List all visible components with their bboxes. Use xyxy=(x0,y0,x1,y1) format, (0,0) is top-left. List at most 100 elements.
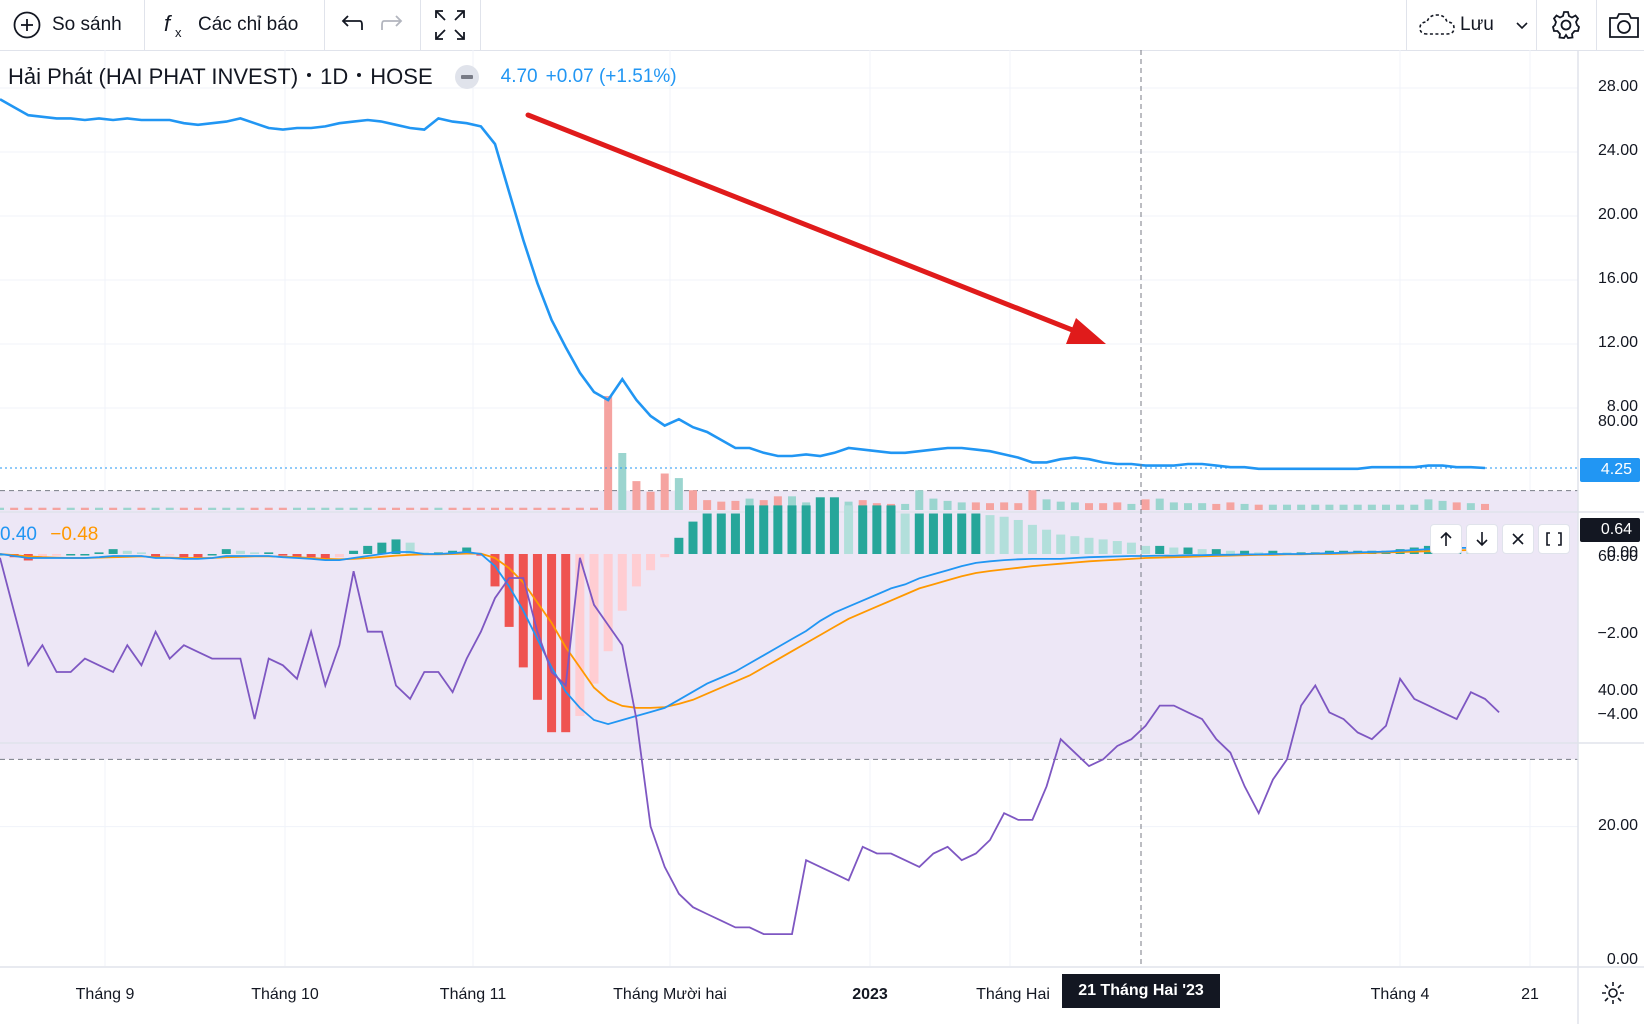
move-pane-down-button[interactable] xyxy=(1466,524,1498,554)
volume-bar xyxy=(1070,502,1079,510)
separator-dot xyxy=(307,73,312,77)
toolbar-divider xyxy=(1406,0,1407,50)
macd-histogram-bar xyxy=(1240,550,1250,554)
volume-bar xyxy=(1268,504,1277,510)
macd-histogram-bar xyxy=(716,513,726,554)
macd-histogram-bar xyxy=(688,521,698,554)
volume-bar xyxy=(1311,504,1320,510)
macd-histogram-bar xyxy=(1141,545,1151,554)
volume-bar xyxy=(1000,502,1009,510)
macd-histogram-bar xyxy=(264,552,274,554)
macd-histogram-bar xyxy=(165,554,175,556)
indicators-label: Các chỉ báo xyxy=(198,14,299,35)
macd-histogram-bar xyxy=(1197,549,1207,554)
volume-bar xyxy=(321,507,330,510)
separator-dot xyxy=(357,73,362,77)
volume-bar xyxy=(1240,503,1249,510)
price-axis-tick-label: 24.00 xyxy=(1597,142,1638,159)
macd-histogram-bar xyxy=(1211,549,1221,554)
macd-histogram-bar xyxy=(193,554,203,558)
indicators-button[interactable]: f x Các chỉ báo xyxy=(162,0,298,50)
compare-button[interactable]: So sánh xyxy=(12,0,122,50)
volume-bar xyxy=(1042,499,1051,510)
collapse-legend-icon[interactable] xyxy=(454,65,479,89)
volume-bar xyxy=(476,507,485,510)
macd-histogram-bar xyxy=(900,513,910,554)
price-axis-tick-label: 8.00 xyxy=(1606,398,1638,415)
volume-bar xyxy=(434,507,443,510)
rsi-axis-tick-label: 60.00 xyxy=(1597,547,1638,565)
volume-bar xyxy=(1297,504,1306,510)
macd-histogram-bar xyxy=(660,554,670,558)
volume-bar xyxy=(406,507,415,510)
macd-histogram-bar xyxy=(292,554,302,558)
macd-histogram-bar xyxy=(405,542,415,554)
macd-histogram-bar xyxy=(858,505,868,554)
pane-borders xyxy=(0,50,1644,1024)
volume-bar xyxy=(109,507,118,510)
undo-button[interactable] xyxy=(338,0,364,50)
close-pane-button[interactable] xyxy=(1502,524,1534,554)
macd-histogram-bar xyxy=(37,554,47,558)
price-change: +0.07 (+1.51%) xyxy=(545,66,677,87)
annotation-arrow[interactable] xyxy=(525,112,1106,344)
maximize-pane-button[interactable] xyxy=(1538,524,1570,554)
redo-button[interactable] xyxy=(380,0,406,50)
volume-bar xyxy=(491,507,499,510)
volume-bar xyxy=(151,507,160,510)
volume-bar xyxy=(1113,502,1122,510)
volume-bar xyxy=(1283,504,1291,510)
volume-bar xyxy=(1127,503,1136,510)
macd-histogram-bar xyxy=(1268,550,1278,554)
volume-bar xyxy=(505,507,514,510)
rsi-axis-tick-label: 20.00 xyxy=(1597,816,1638,834)
macd-histogram-bar xyxy=(363,545,373,554)
volume-bar xyxy=(1056,501,1065,510)
settings-button[interactable] xyxy=(1550,0,1582,50)
macd-histogram-bar xyxy=(462,547,472,554)
volume-bar xyxy=(1424,499,1433,510)
macd-histogram-bar xyxy=(1155,545,1165,554)
time-axis-tick-label: Tháng 9 xyxy=(75,986,135,1003)
macd-legend: 0.40 −0.48 xyxy=(0,524,98,546)
screenshot-button[interactable] xyxy=(1607,0,1641,50)
volume-bar xyxy=(943,500,952,510)
macd-histogram-bar xyxy=(151,554,161,558)
fullscreen-button[interactable] xyxy=(433,0,467,50)
macd-histogram-bar xyxy=(759,505,769,554)
axis-settings-button[interactable] xyxy=(1600,980,1626,1011)
volume-bar xyxy=(462,507,471,510)
volume-bar xyxy=(731,500,740,510)
volume-bar xyxy=(1325,504,1334,510)
crosshair-time-label: 21 Tháng Hai '23 xyxy=(1062,974,1220,1008)
volume-bar xyxy=(901,503,910,510)
time-axis-tick-label: 2023 xyxy=(852,986,888,1003)
interval[interactable]: 1D xyxy=(320,64,349,89)
save-button[interactable]: Lưu xyxy=(1418,0,1530,50)
volume-bar xyxy=(137,507,146,510)
macd-histogram-bar xyxy=(844,505,854,554)
volume-bar xyxy=(1382,504,1390,510)
volume-bar xyxy=(575,507,584,510)
toolbar-divider xyxy=(324,0,325,50)
symbol-name[interactable]: Hải Phát (HAI PHAT INVEST) xyxy=(8,64,299,89)
macd-histogram-bar xyxy=(334,554,344,558)
move-pane-up-button[interactable] xyxy=(1430,524,1462,554)
macd-value-tag: 0.64 xyxy=(1580,518,1640,542)
macd-histogram-bar xyxy=(1056,534,1066,554)
macd-histogram-bar xyxy=(1169,547,1179,554)
macd-histogram-bar xyxy=(914,513,924,554)
exchange: HOSE xyxy=(370,64,433,89)
macd-histogram-bar xyxy=(1183,547,1193,554)
macd-histogram-bar xyxy=(631,554,641,587)
macd-histogram-bar xyxy=(773,505,783,554)
arrow-shaft xyxy=(525,112,1088,338)
macd-histogram-bar xyxy=(80,554,90,556)
top-toolbar: So sánh f x Các chỉ báo xyxy=(0,0,1644,51)
volume-bar xyxy=(1254,504,1263,510)
volume-bar xyxy=(420,507,429,510)
volume-bar xyxy=(646,491,655,510)
macd-histogram-bar xyxy=(674,537,684,554)
time-axis-tick-label: 21 xyxy=(1521,986,1539,1003)
